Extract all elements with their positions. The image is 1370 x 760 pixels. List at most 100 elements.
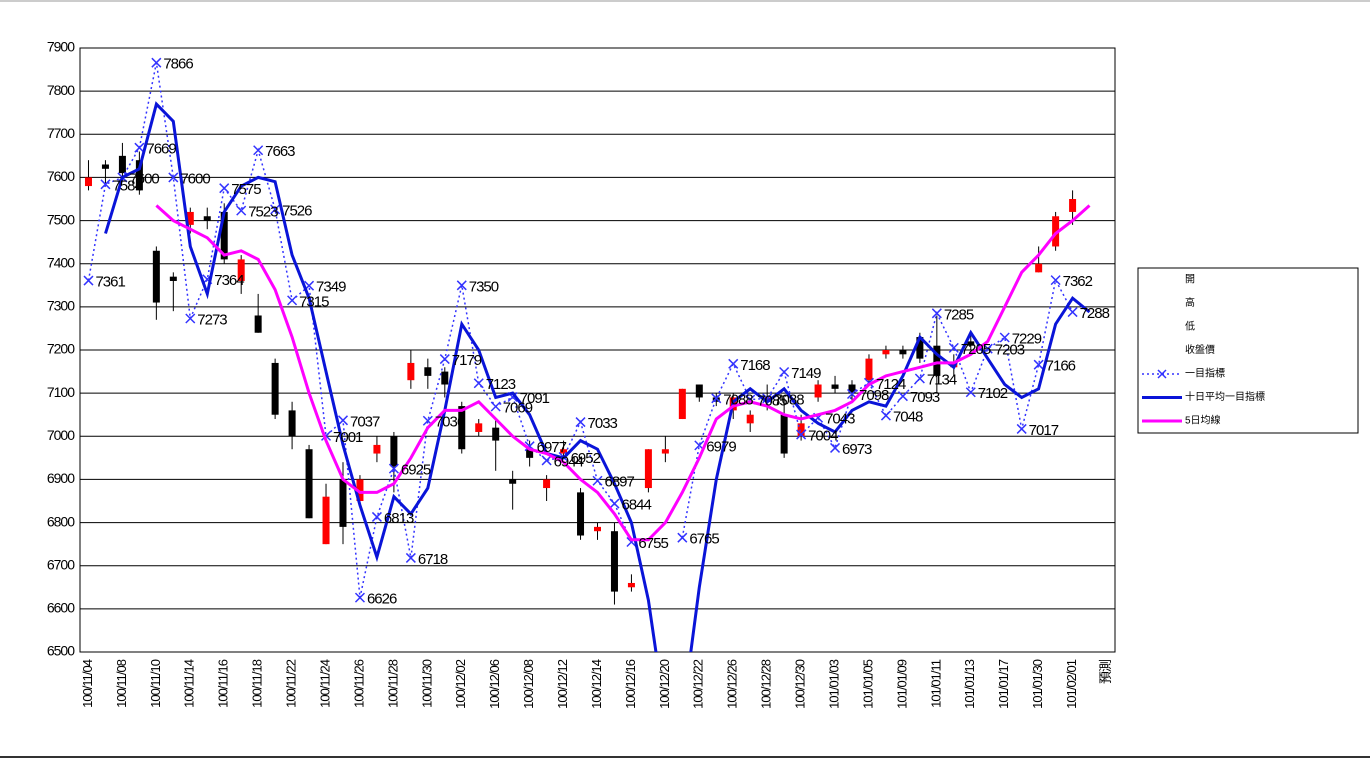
plot-content: [83, 57, 1091, 652]
candle-body: [882, 350, 890, 355]
x-tick-label: 101/02/01: [1064, 659, 1079, 709]
x-tick-label: 100/11/08: [114, 659, 129, 708]
candle-body: [237, 259, 245, 281]
candle-body: [695, 384, 703, 398]
legend-label: 5日均線: [1185, 414, 1221, 427]
candle-body: [186, 211, 194, 225]
x-marker: [83, 275, 94, 286]
x-marker: [354, 592, 365, 603]
candle-body: [627, 582, 635, 588]
candle-body: [84, 177, 92, 187]
data-label: 7033: [588, 415, 618, 432]
x-marker: [456, 280, 467, 291]
data-label: 6977: [537, 439, 567, 456]
candle-body: [848, 384, 856, 394]
y-tick-label: 7600: [47, 168, 75, 184]
data-label: 7088: [774, 391, 804, 408]
candle-body: [763, 397, 771, 402]
x-tick-label: 100/11/18: [250, 659, 265, 708]
x-marker: [253, 145, 264, 156]
candle-body: [814, 384, 822, 398]
data-label: 6755: [638, 535, 668, 552]
x-marker: [236, 205, 247, 216]
data-label: 7669: [146, 141, 176, 158]
x-tick-label: 預測: [1098, 660, 1113, 684]
candle-body: [220, 211, 228, 260]
y-tick-label: 6800: [47, 513, 75, 529]
x-marker: [948, 342, 959, 353]
candle-body: [288, 410, 296, 437]
data-label: 7600: [129, 170, 159, 187]
y-tick-label: 7000: [47, 427, 75, 443]
x-marker: [490, 401, 501, 412]
x-tick-label: 100/12/12: [555, 659, 570, 709]
candle-body: [407, 362, 415, 381]
x-marker: [1050, 275, 1061, 286]
candle-body: [254, 315, 262, 333]
x-tick-label: 100/12/02: [453, 659, 468, 709]
data-label: 7361: [95, 274, 125, 291]
candle-body: [152, 250, 160, 303]
candle-body: [135, 160, 143, 191]
legend-label: 低: [1185, 320, 1195, 333]
y-tick-label: 7200: [47, 341, 75, 357]
data-label: 7004: [808, 428, 838, 445]
x-tick-label: 100/11/14: [182, 659, 197, 708]
x-marker: [880, 410, 891, 421]
x-marker: [388, 463, 399, 474]
data-label: 7134: [927, 371, 957, 388]
legend: [1137, 267, 1359, 434]
data-label: 7168: [740, 357, 770, 374]
data-label: 7229: [1012, 330, 1042, 347]
x-marker: [405, 552, 416, 563]
candle-body: [509, 479, 517, 484]
data-label: 7288: [1080, 305, 1110, 322]
x-tick-label: 100/12/06: [487, 659, 502, 709]
candle-body: [1035, 263, 1043, 273]
data-label: 7205: [961, 341, 991, 358]
candle-body: [1069, 199, 1077, 212]
x-tick-label: 100/11/10: [148, 659, 163, 708]
candle-body: [560, 449, 568, 454]
x-marker: [1033, 359, 1044, 370]
data-label: 7123: [486, 376, 516, 393]
x-marker: [1067, 307, 1078, 318]
x-marker: [371, 511, 382, 522]
candle-body: [373, 444, 381, 454]
candle-body: [933, 345, 941, 376]
series-line: [104, 101, 1091, 652]
data-label: 6718: [418, 551, 448, 568]
data-label: 6765: [689, 531, 719, 548]
candle-body: [390, 436, 398, 467]
data-label: 7017: [1029, 422, 1059, 439]
x-marker: [677, 532, 688, 543]
data-label: 7273: [197, 311, 227, 328]
data-label: 7179: [452, 352, 482, 369]
data-label: 7663: [265, 143, 295, 160]
data-label: 7037: [350, 413, 380, 430]
data-label: 7362: [1063, 273, 1093, 290]
x-tick-label: 100/11/24: [317, 659, 332, 708]
legend-marker: [1157, 369, 1167, 379]
x-marker: [728, 358, 739, 369]
x-tick-label: 100/11/30: [419, 659, 434, 708]
candle-body: [1052, 216, 1060, 247]
candle-body: [780, 414, 788, 454]
data-label: 6897: [605, 474, 635, 491]
data-label: 6979: [706, 438, 736, 455]
candle-body: [831, 384, 839, 389]
x-tick-label: 101/01/30: [1030, 659, 1045, 709]
x-tick-label: 101/01/09: [894, 659, 909, 709]
candle-body: [644, 449, 652, 489]
candle-body: [356, 479, 364, 501]
x-tick-label: 101/01/11: [928, 659, 943, 708]
candle-body: [169, 276, 177, 281]
x-marker: [999, 332, 1010, 343]
x-tick-label: 101/01/17: [996, 659, 1011, 709]
candle-body: [441, 371, 449, 385]
y-tick-label: 7900: [47, 39, 75, 55]
x-tick-label: 100/11/22: [284, 659, 299, 708]
x-marker: [473, 378, 484, 389]
data-label: 7149: [791, 365, 821, 382]
